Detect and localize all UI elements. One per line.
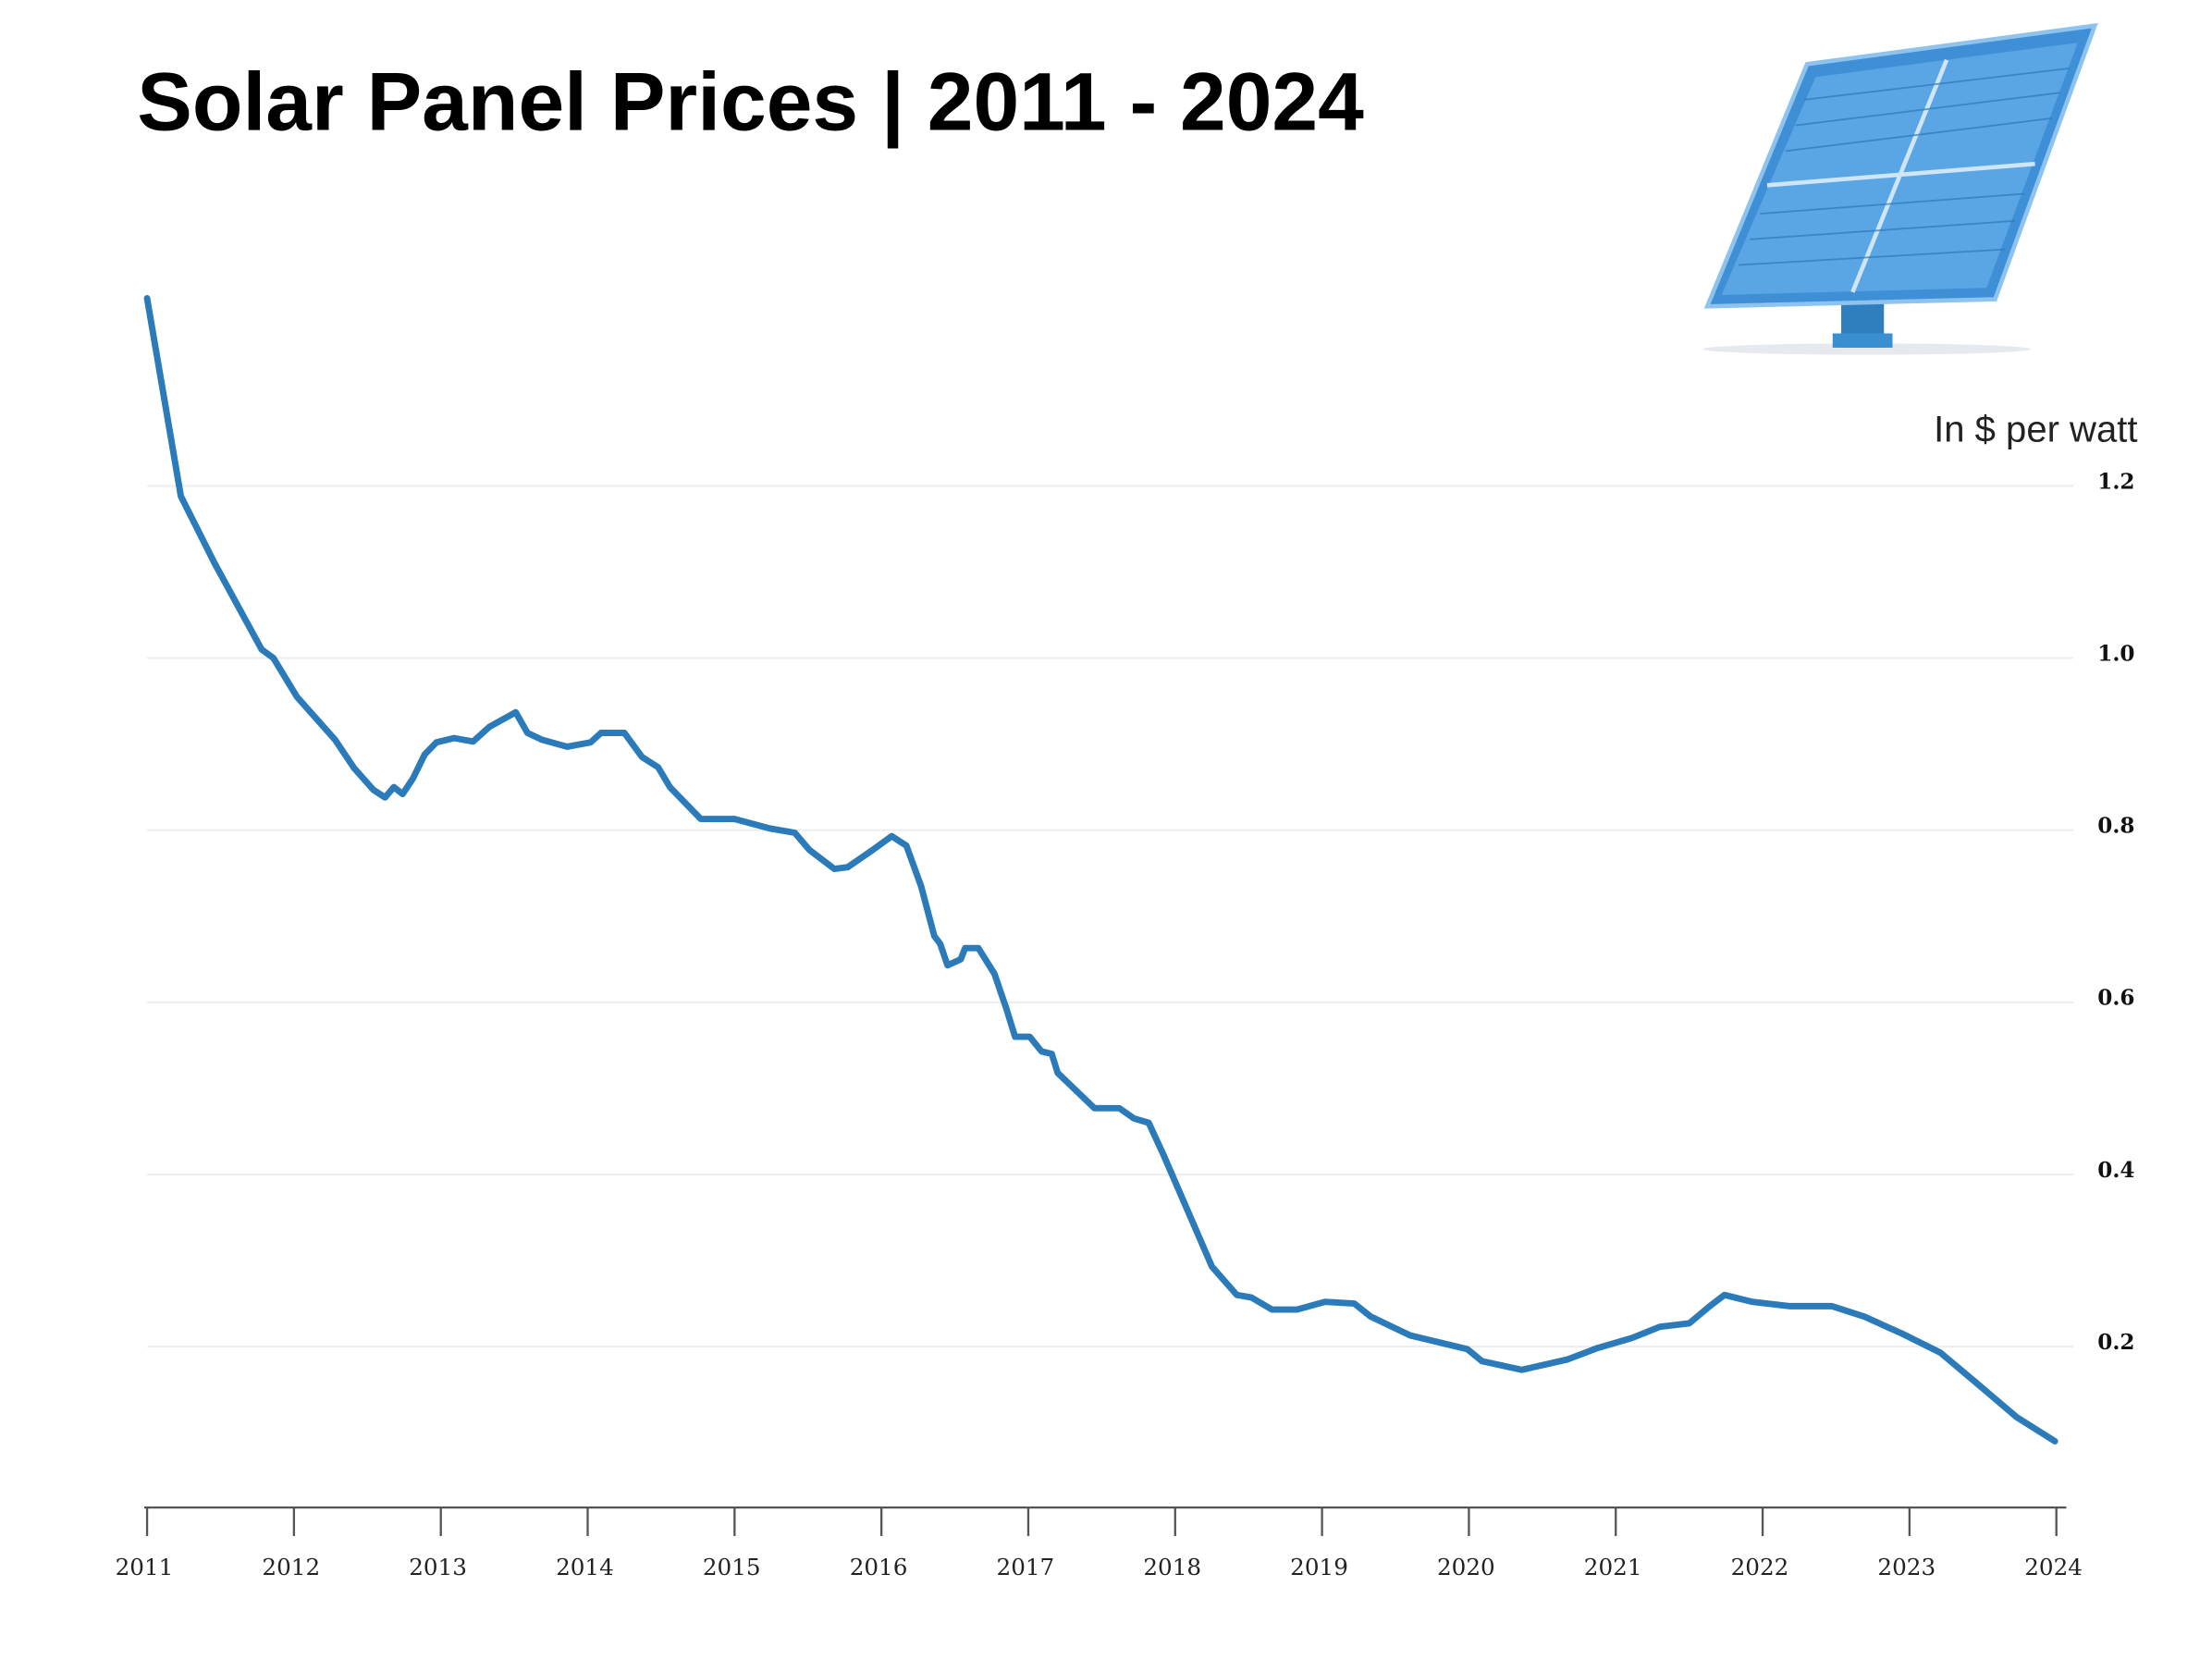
x-tick-label: 2023 (1877, 1554, 1936, 1580)
x-tick-label: 2019 (1290, 1554, 1348, 1580)
y-tick-label: 0.6 (2097, 986, 2134, 1011)
x-tick-label: 2012 (262, 1554, 320, 1580)
x-tick-label: 2022 (1731, 1554, 1789, 1580)
x-tick-label: 2017 (997, 1554, 1055, 1580)
x-tick-label: 2024 (2024, 1554, 2083, 1580)
x-tick-label: 2021 (1584, 1554, 1642, 1580)
x-tick-label: 2015 (703, 1554, 761, 1580)
y-tick-label: 1.2 (2097, 469, 2134, 494)
y-tick-label: 0.2 (2097, 1330, 2134, 1355)
y-tick-label: 0.8 (2097, 814, 2134, 839)
x-tick-label: 2020 (1437, 1554, 1495, 1580)
y-tick-label: 1.0 (2097, 641, 2134, 666)
y-axis-label: In $ per watt (1934, 409, 2137, 449)
x-tick-label: 2011 (116, 1554, 174, 1580)
chart-title: Solar Panel Prices | 2011 - 2024 (137, 55, 1364, 149)
solar-panel-icon (1702, 22, 2098, 355)
price-line (143, 295, 2058, 1445)
x-tick-label: 2018 (1143, 1554, 1201, 1580)
x-tick-label: 2014 (556, 1554, 614, 1580)
y-tick-label: 0.4 (2097, 1158, 2134, 1183)
x-tick-label: 2016 (850, 1554, 908, 1580)
x-tick-label: 2013 (409, 1554, 467, 1580)
